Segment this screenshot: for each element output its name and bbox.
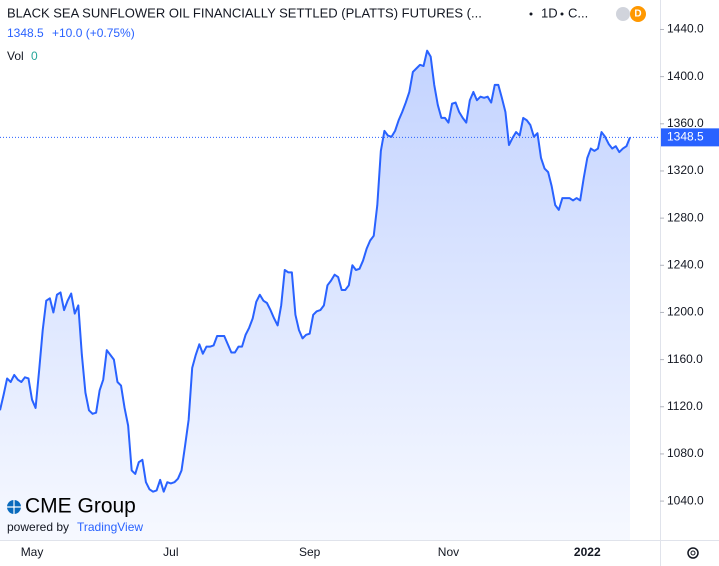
header-price: 1348.5: [7, 26, 44, 40]
y-tick-label: 1120.0: [667, 399, 703, 413]
interval: 1D: [541, 5, 558, 20]
x-tick-label: Sep: [299, 545, 321, 559]
x-tick-label: Jul: [163, 545, 178, 559]
x-tick-label: May: [21, 545, 44, 559]
separator: [529, 12, 533, 16]
y-tick-label: 1280.0: [667, 210, 704, 224]
volume-label: Vol: [7, 49, 24, 63]
powered-brand: TradingView: [77, 520, 143, 534]
logo-text: CME Group: [25, 495, 136, 518]
price-line: [0, 49, 631, 493]
logo-globe-lines: [7, 500, 21, 514]
y-tick-label: 1320.0: [667, 163, 704, 177]
gear[interactable]: [687, 547, 699, 559]
settings-icon[interactable]: [687, 547, 699, 559]
last-price-label: 1348.5: [667, 130, 704, 144]
powered-by: powered by: [7, 520, 69, 534]
area-fill: [0, 50, 630, 540]
y-tick-label: 1040.0: [667, 493, 704, 507]
y-tick-label: 1240.0: [667, 257, 704, 271]
status-dot[interactable]: [616, 7, 630, 21]
y-tick-label: 1360.0: [667, 116, 704, 130]
logo[interactable]: CME Group powered by TradingView: [7, 495, 143, 535]
x-tick-label: 2022: [574, 545, 601, 559]
gear-center[interactable]: [690, 550, 696, 556]
y-tick-label: 1400.0: [667, 69, 704, 83]
badge[interactable]: D: [634, 9, 641, 20]
y-tick-label: 1080.0: [667, 446, 704, 460]
chart-title: BLACK SEA SUNFLOWER OIL FINANCIALLY SETT…: [7, 5, 482, 20]
volume-value: 0: [31, 49, 38, 63]
badge-bg[interactable]: [630, 6, 646, 22]
x-tick-label: Nov: [438, 545, 459, 559]
plot: [0, 49, 660, 540]
separator: [560, 12, 564, 16]
last-price-box: [661, 128, 719, 147]
y-tick-label: 1440.0: [667, 22, 704, 36]
y-tick-label: 1160.0: [667, 352, 703, 366]
header-change: +10.0 (+0.75%): [52, 26, 135, 40]
exchange: C...: [568, 5, 588, 20]
y-tick-label: 1200.0: [667, 305, 704, 319]
